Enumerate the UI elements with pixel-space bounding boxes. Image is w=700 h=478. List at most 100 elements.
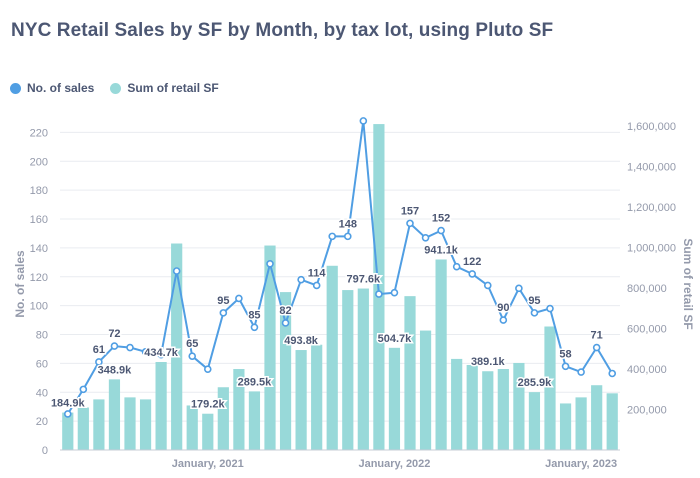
y-left-tick-label: 60 xyxy=(36,358,48,370)
y-right-axis-title: Sum of retail SF xyxy=(681,238,695,329)
legend-dot-icon xyxy=(10,82,21,94)
sales-point xyxy=(157,350,165,359)
sales-point xyxy=(375,290,383,298)
y-right-tick-label: 1,200,000 xyxy=(627,202,676,214)
sales-point xyxy=(437,226,445,235)
line-data-label: 58 xyxy=(559,348,571,360)
bar-data-label: 941.1k xyxy=(424,244,459,256)
y-left-tick-label: 160 xyxy=(30,214,48,226)
legend-item-sales[interactable]: No. of sales xyxy=(10,81,94,95)
sales-point xyxy=(359,117,368,125)
y-right-tick-label: 800,000 xyxy=(627,283,667,295)
bar xyxy=(62,412,74,450)
sales-point xyxy=(250,323,259,332)
bar xyxy=(388,347,401,450)
y-right-tick-label: 1,600,000 xyxy=(627,121,676,133)
bar xyxy=(248,391,261,450)
y-right-tick-label: 200,000 xyxy=(627,405,667,417)
sales-point xyxy=(141,348,150,356)
sales-point xyxy=(172,267,181,275)
y-left-tick-label: 80 xyxy=(36,330,48,342)
legend-label: No. of sales xyxy=(27,81,95,95)
sales-point xyxy=(297,275,305,284)
y-left-tick-label: 100 xyxy=(30,301,48,313)
sales-point xyxy=(328,232,337,241)
sales-point xyxy=(235,294,243,303)
y-right-tick-label: 400,000 xyxy=(627,364,667,376)
line-data-label: 114 xyxy=(308,267,327,279)
x-tick-label: January, 2023 xyxy=(545,458,617,470)
bar xyxy=(451,358,463,450)
bar xyxy=(513,362,525,450)
line-data-label: 95 xyxy=(528,295,540,307)
sales-point xyxy=(126,343,134,352)
sales-point xyxy=(219,309,228,317)
bar xyxy=(466,364,478,450)
bar xyxy=(404,296,416,450)
bar xyxy=(139,399,152,450)
bar-data-label: 179.2k xyxy=(191,399,226,411)
sales-point xyxy=(110,342,119,350)
bar-data-label: 289.5k xyxy=(238,376,273,388)
bar-data-label: 797.6k xyxy=(347,274,382,286)
line-data-label: 71 xyxy=(591,330,603,342)
sales-point xyxy=(577,368,585,376)
bar xyxy=(279,292,292,450)
chart-title: NYC Retail Sales by SF by Month, by tax … xyxy=(11,20,554,41)
y-right-tick-label: 1,400,000 xyxy=(627,162,676,174)
line-data-label: 61 xyxy=(93,344,105,356)
bar xyxy=(497,369,509,450)
line-data-label: 65 xyxy=(186,338,198,350)
bar-data-label: 184.9k xyxy=(51,398,86,410)
bar xyxy=(544,326,556,450)
y-left-tick-label: 120 xyxy=(30,272,48,284)
x-tick-label: January, 2022 xyxy=(358,458,430,470)
sales-point xyxy=(530,309,539,317)
sales-point xyxy=(499,316,508,324)
sales-point xyxy=(203,365,212,373)
legend: No. of sales Sum of retail SF xyxy=(10,81,219,95)
sales-line xyxy=(66,119,614,415)
bar xyxy=(93,399,105,450)
legend-item-retail-sf[interactable]: Sum of retail SF xyxy=(110,81,219,95)
bar xyxy=(233,369,245,450)
y-right-tick-label: 1,000,000 xyxy=(627,243,676,255)
y-left-axis-title: No. of sales xyxy=(13,250,27,318)
line-data-label: 148 xyxy=(339,218,357,230)
sales-point xyxy=(95,358,103,366)
sales-point xyxy=(390,288,399,297)
bar xyxy=(155,361,167,450)
bar xyxy=(124,397,136,450)
bar xyxy=(435,259,447,450)
legend-dot-icon xyxy=(110,82,122,94)
line-data-label: 90 xyxy=(497,302,509,314)
y-left-tick-label: 0 xyxy=(42,445,48,457)
y-left-tick-label: 180 xyxy=(30,185,48,197)
legend-label: Sum of retail SF xyxy=(127,81,219,95)
sales-point xyxy=(515,284,523,293)
line-data-label: 152 xyxy=(432,213,450,225)
x-tick-label: January, 2021 xyxy=(172,458,244,470)
sales-point xyxy=(546,304,554,313)
bar xyxy=(202,413,214,450)
sales-point xyxy=(421,234,430,242)
bar xyxy=(295,350,307,450)
y-left-tick-label: 220 xyxy=(30,127,48,139)
bar xyxy=(171,243,183,450)
bar xyxy=(528,392,541,450)
bar xyxy=(77,407,89,450)
sales-point xyxy=(343,232,352,241)
sales-point xyxy=(561,362,570,371)
bar-data-label: 504.7k xyxy=(378,333,413,345)
y-left-tick-label: 20 xyxy=(36,416,48,428)
sales-point xyxy=(608,369,617,378)
bar xyxy=(575,397,587,450)
bar-data-label: 285.9k xyxy=(518,377,553,389)
sales-point xyxy=(592,343,601,352)
bar xyxy=(419,330,432,450)
y-left-tick-label: 40 xyxy=(36,387,48,399)
sales-point xyxy=(468,270,477,278)
bar-data-label: 434.7k xyxy=(144,347,179,359)
sales-point xyxy=(483,281,492,290)
bar xyxy=(342,290,354,450)
